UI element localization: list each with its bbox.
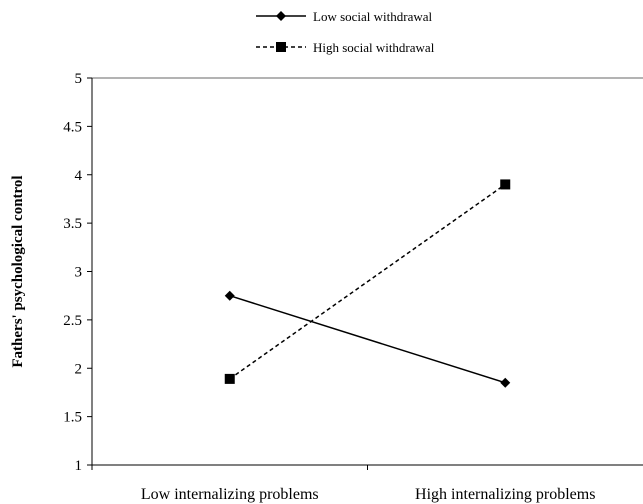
legend-item: High social withdrawal bbox=[256, 40, 435, 55]
y-tick-label: 3.5 bbox=[63, 216, 82, 232]
data-point bbox=[500, 377, 511, 388]
legend-item: Low social withdrawal bbox=[256, 9, 433, 24]
y-axis-label: Fathers' psychological control bbox=[10, 175, 26, 367]
x-category-label: Low internalizing problems bbox=[141, 486, 319, 503]
y-tick-label: 5 bbox=[75, 71, 83, 87]
x-axis: Low internalizing problems High internali… bbox=[91, 464, 643, 503]
data-point bbox=[224, 290, 235, 301]
y-tick-label: 4 bbox=[75, 168, 83, 184]
series-2 bbox=[224, 179, 511, 384]
y-tick-label: 2.5 bbox=[63, 313, 82, 329]
legend-label: Low social withdrawal bbox=[313, 9, 433, 24]
y-axis: 1 1.5 2 2.5 3 3.5 4 4.5 5 bbox=[63, 71, 93, 474]
legend-marker bbox=[276, 11, 286, 21]
legend: Low social withdrawal High social withdra… bbox=[256, 9, 435, 55]
y-tick-label: 4.5 bbox=[63, 119, 82, 135]
y-tick-label: 1 bbox=[75, 458, 83, 474]
series-line bbox=[229, 183, 506, 380]
legend-label: High social withdrawal bbox=[313, 40, 435, 55]
y-tick-label: 2 bbox=[75, 361, 83, 377]
series-1 bbox=[224, 290, 511, 388]
y-tick-label: 3 bbox=[75, 265, 83, 281]
x-category-label: High internalizing problems bbox=[415, 486, 595, 503]
series-layer bbox=[224, 179, 511, 388]
legend-marker bbox=[276, 42, 286, 52]
data-point bbox=[500, 179, 511, 190]
y-tick-label: 1.5 bbox=[63, 410, 82, 426]
data-point bbox=[224, 373, 235, 384]
series-line bbox=[229, 294, 506, 384]
